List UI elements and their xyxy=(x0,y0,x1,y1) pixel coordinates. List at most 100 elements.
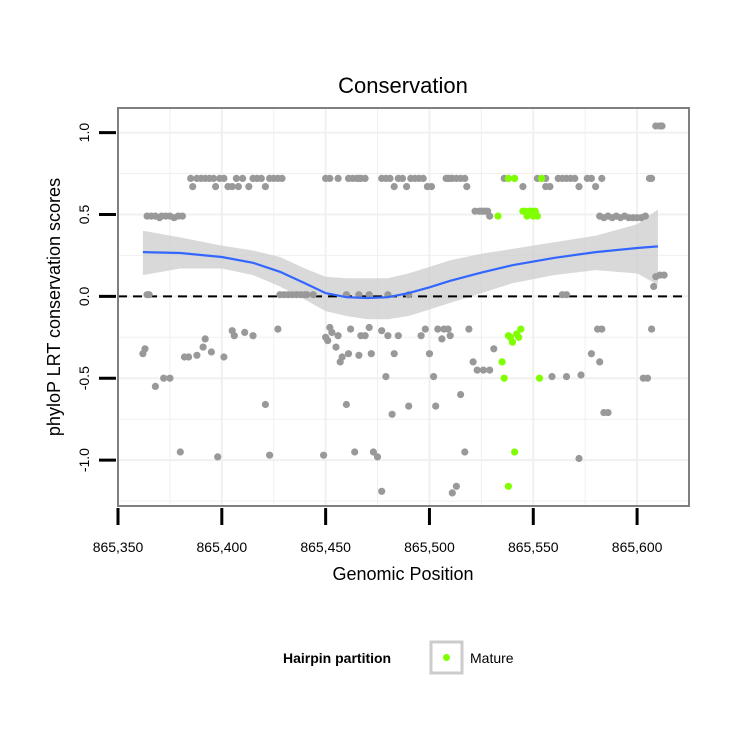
point-other xyxy=(344,350,353,358)
point-other xyxy=(232,174,240,182)
point-other xyxy=(328,328,336,336)
point-other xyxy=(469,358,477,366)
point-other xyxy=(207,348,215,356)
point-mature xyxy=(510,174,519,182)
point-other xyxy=(309,291,317,299)
point-other xyxy=(320,451,328,459)
point-other xyxy=(403,183,411,191)
y-tick-label: 1.0 xyxy=(76,123,92,143)
point-mature xyxy=(538,174,546,182)
point-other xyxy=(448,489,456,497)
point-other xyxy=(596,358,604,366)
point-other xyxy=(367,350,375,358)
smooth-line xyxy=(142,245,658,300)
point-other xyxy=(212,183,220,191)
point-other xyxy=(434,325,442,333)
point-other xyxy=(446,332,454,340)
point-other xyxy=(193,351,201,359)
point-other xyxy=(417,332,425,340)
y-tick-label: -0.5 xyxy=(76,366,92,390)
point-other xyxy=(324,337,332,345)
point-other xyxy=(486,212,494,220)
point-other xyxy=(587,174,596,182)
point-other xyxy=(427,183,436,191)
point-other xyxy=(444,325,452,333)
point-other xyxy=(461,448,469,456)
point-other xyxy=(398,174,407,182)
point-mature xyxy=(515,333,523,341)
point-other xyxy=(548,373,556,381)
point-other xyxy=(643,374,652,382)
point-other xyxy=(209,174,218,182)
point-other xyxy=(463,183,471,191)
point-other xyxy=(234,183,242,191)
point-other xyxy=(201,335,209,343)
point-other xyxy=(266,451,274,459)
x-axis-title: Genomic Position xyxy=(332,564,473,584)
point-other xyxy=(334,332,342,340)
point-other xyxy=(220,353,228,361)
legend: Hairpin partition Mature xyxy=(283,640,514,675)
confidence-band xyxy=(142,209,658,320)
point-other xyxy=(575,183,583,191)
point-other xyxy=(160,374,168,382)
point-other xyxy=(575,454,583,463)
point-other xyxy=(465,325,473,333)
point-mature xyxy=(494,212,502,220)
point-other xyxy=(598,174,606,182)
point-other xyxy=(479,366,487,374)
point-other xyxy=(342,400,350,409)
x-tick-label: 865,400 xyxy=(197,539,248,555)
point-other xyxy=(176,448,184,456)
point-other xyxy=(660,271,668,279)
confidence-band-group xyxy=(142,209,658,320)
point-other xyxy=(461,174,469,182)
point-other xyxy=(604,409,612,417)
point-other xyxy=(473,366,481,374)
point-other xyxy=(261,400,269,409)
y-tick-label: 0.0 xyxy=(76,286,92,306)
point-other xyxy=(486,366,494,374)
point-mature xyxy=(510,448,519,456)
point-other xyxy=(457,391,465,399)
point-other xyxy=(419,174,427,182)
point-other xyxy=(562,291,571,299)
point-other xyxy=(658,122,666,130)
point-other xyxy=(405,402,413,410)
x-tick-label: 865,500 xyxy=(404,539,455,555)
point-other xyxy=(577,371,585,379)
point-other xyxy=(378,327,386,335)
point-other xyxy=(187,174,195,182)
point-other xyxy=(278,174,286,182)
point-other xyxy=(438,335,446,343)
point-other xyxy=(214,453,222,461)
y-tick-label: 0.5 xyxy=(76,205,92,225)
y-tick-label: -1.0 xyxy=(76,448,92,472)
point-other xyxy=(394,332,402,340)
point-other xyxy=(390,183,398,191)
point-other xyxy=(650,282,658,291)
point-other xyxy=(587,350,596,358)
point-other xyxy=(390,350,398,358)
y-axis-title: phyloP LRT conservation scores xyxy=(44,178,64,436)
point-mature xyxy=(504,482,512,490)
point-other xyxy=(151,382,159,390)
point-other xyxy=(189,183,197,191)
legend-title: Hairpin partition xyxy=(283,650,391,666)
point-other xyxy=(365,291,373,299)
point-mature xyxy=(517,325,525,333)
point-mature xyxy=(498,358,506,366)
point-other xyxy=(641,212,650,220)
y-axis: 1.0 0.5 0.0 -0.5 -1.0 xyxy=(76,123,116,472)
x-tick-label: 865,350 xyxy=(93,539,144,555)
point-other xyxy=(261,183,269,191)
point-other xyxy=(361,332,369,340)
chart-title: Conservation xyxy=(338,73,468,98)
point-other xyxy=(220,174,228,182)
point-other xyxy=(338,353,346,361)
x-tick-label: 865,600 xyxy=(612,539,663,555)
point-other xyxy=(592,183,600,191)
point-other xyxy=(241,328,249,336)
point-other xyxy=(648,174,656,182)
